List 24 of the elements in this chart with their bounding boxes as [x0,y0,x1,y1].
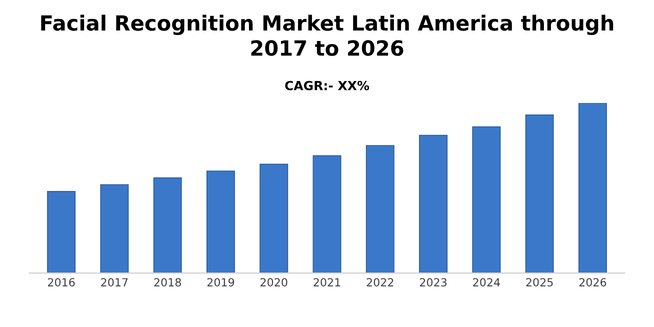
bar [260,164,288,274]
x-tick-label: 2018 [154,278,181,287]
x-tick-label: 2016 [48,278,75,287]
chart-title: Facial Recognition Market Latin America through 2017 to 2026 [41,14,614,56]
x-tick-label: 2020 [260,278,288,287]
bar [525,114,554,274]
x-tick-label: 2026 [579,278,606,287]
x-tick-label: 2017 [101,278,128,287]
x-tick-label: 2024 [473,278,500,287]
x-tick-label: 2022 [366,278,394,287]
bar [312,155,342,274]
bar [206,170,235,274]
bar [366,145,394,274]
x-tick-label: 2021 [314,278,340,287]
bar [578,103,607,274]
bar [153,177,182,274]
bar [472,126,501,274]
chart-subtitle: CAGR:- XX% [285,80,370,90]
bar [419,134,448,274]
x-tick-label: 2019 [207,278,234,287]
x-tick-label: 2023 [420,278,447,287]
bar [100,184,129,274]
x-tick-label: 2025 [526,278,553,287]
bar [47,191,76,274]
